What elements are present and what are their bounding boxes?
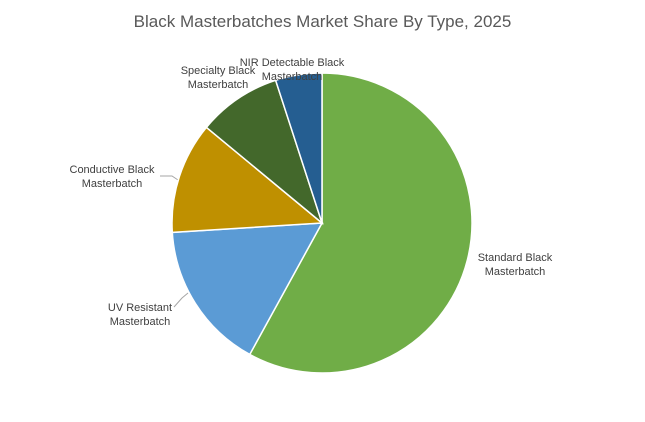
slice-label: UV Resistant Masterbatch — [107, 302, 173, 328]
pie-slice — [205, 79, 324, 226]
pie-slice — [171, 126, 324, 234]
pie-slice — [274, 72, 323, 224]
leader-line — [173, 292, 189, 308]
leader-line — [160, 175, 179, 181]
slice-label: Standard Black Masterbatch — [477, 252, 553, 278]
pie-slice — [248, 72, 473, 374]
slice-label: NIR Detectable Black Masterbatch — [239, 57, 345, 83]
chart-title: Black Masterbatches Market Share By Type… — [133, 12, 512, 31]
pie-slice — [171, 222, 324, 356]
slice-label: Specialty Black Masterbatch — [180, 65, 256, 91]
slice-label: Conductive Black Masterbatch — [69, 164, 155, 190]
